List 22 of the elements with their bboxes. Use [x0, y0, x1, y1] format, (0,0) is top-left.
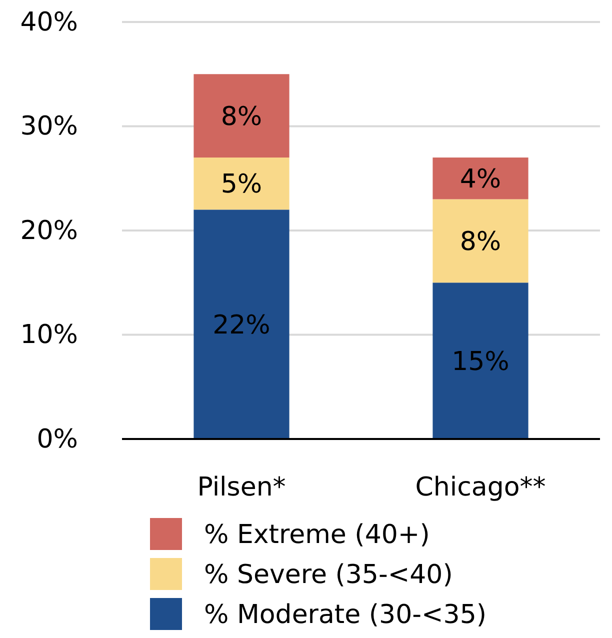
legend-label: % Extreme (40+) [204, 520, 430, 550]
y-tick-label: 40% [20, 7, 78, 38]
data-label: 5% [220, 170, 262, 200]
y-tick-label: 0% [36, 424, 78, 454]
data-label: 4% [460, 164, 502, 194]
y-tick-label: 10% [20, 320, 78, 350]
legend-label: % Moderate (30-<35) [204, 600, 487, 630]
data-label: 22% [212, 310, 270, 340]
data-label: 15% [452, 346, 510, 377]
data-label: 8% [220, 102, 262, 132]
data-label: 8% [460, 227, 502, 258]
y-tick-label: 20% [20, 216, 78, 246]
bar [194, 158, 290, 210]
x-tick-label: Chicago** [415, 472, 546, 502]
bar [432, 199, 528, 283]
bar [432, 158, 528, 200]
bar [432, 282, 528, 439]
y-tick-label: 30% [20, 112, 78, 142]
legend-label: % Severe (35-<40) [204, 560, 453, 590]
bar [194, 74, 290, 158]
bar [194, 210, 290, 439]
x-tick-label: Pilsen* [197, 472, 286, 502]
